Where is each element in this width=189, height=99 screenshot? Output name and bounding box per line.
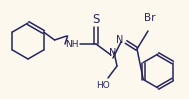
Text: N: N	[109, 48, 117, 58]
Text: Br: Br	[144, 13, 156, 23]
Text: HO: HO	[96, 81, 110, 90]
Text: NH: NH	[65, 40, 79, 49]
Text: S: S	[92, 12, 100, 26]
Text: N: N	[116, 35, 124, 45]
